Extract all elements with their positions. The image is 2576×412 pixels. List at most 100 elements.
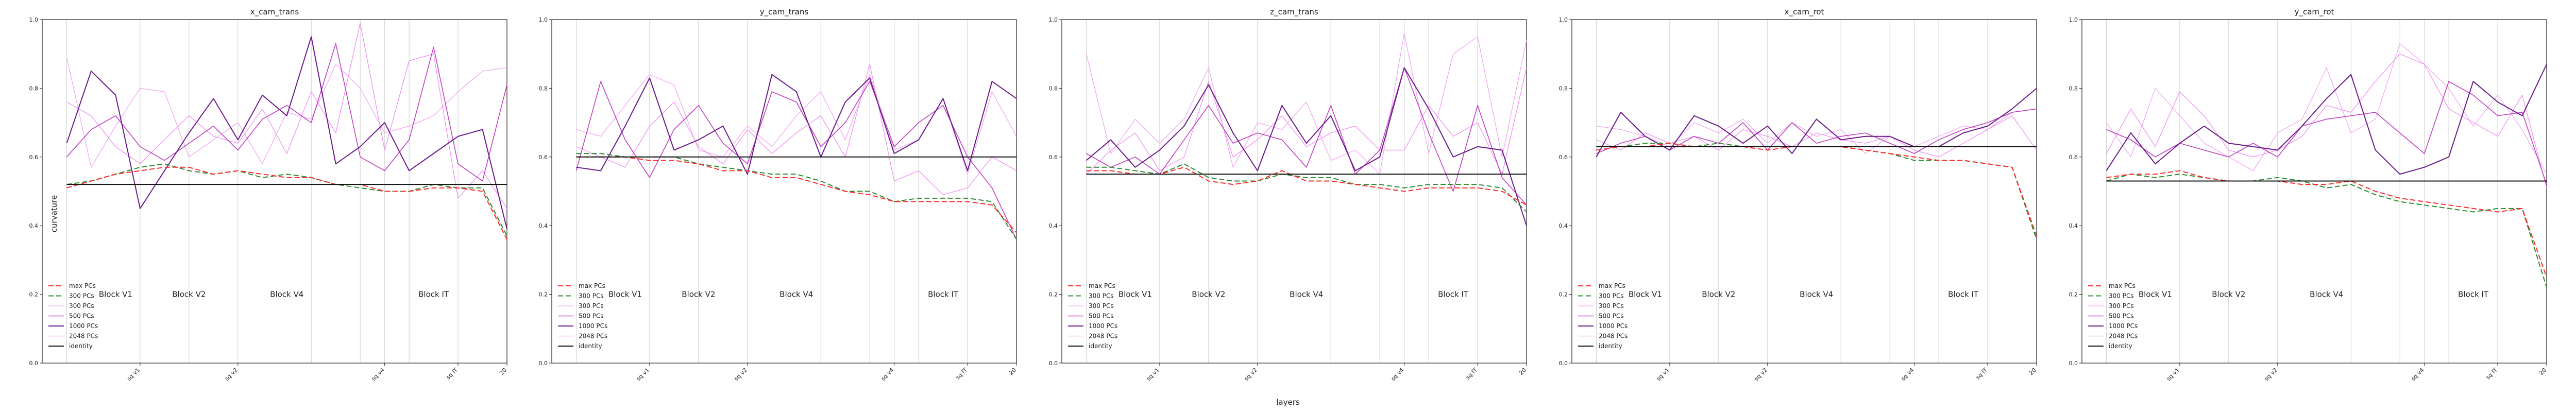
x-tick-label: 20 <box>2028 367 2038 376</box>
block-label: Block V4 <box>779 290 813 299</box>
x-tick-label: sq v4 <box>1390 367 1405 382</box>
subplot-title: y_cam_trans <box>760 7 809 17</box>
y-tick-label: 0.0 <box>1049 360 1058 367</box>
subplot-title: x_cam_rot <box>1785 7 1824 17</box>
x-tick-label: sq IT <box>954 367 969 381</box>
block-label: Block V4 <box>2310 290 2343 299</box>
x-tick-label: sq v1 <box>1655 367 1671 382</box>
legend-label: 1000 PCs <box>1599 322 1628 330</box>
x-tick-label: sq IT <box>1464 367 1479 381</box>
subplot-title: y_cam_rot <box>2295 7 2334 17</box>
y-tick-label: 0.4 <box>1559 222 1568 229</box>
legend: max PCs 300 PCs 300 PCs 500 PCs 1000 PCs 2048… <box>48 282 98 350</box>
y-tick-label: 0.6 <box>2069 154 2078 161</box>
y-tick-label: 0.2 <box>29 291 39 298</box>
legend-label: 300 PCs <box>1599 302 1624 310</box>
series-line <box>1086 67 1527 175</box>
legend: max PCs 300 PCs 300 PCs 500 PCs 1000 PCs 2048… <box>1068 282 1117 350</box>
x-axis-label: layers <box>1276 398 1300 407</box>
series-line <box>66 23 507 209</box>
block-label: Block V1 <box>99 290 132 299</box>
x-tick-label: sq v2 <box>1243 367 1259 382</box>
x-tick-label: sq v1 <box>126 367 141 382</box>
legend-label: 500 PCs <box>69 313 94 320</box>
legend-label: 500 PCs <box>1089 313 1114 320</box>
legend-label: 2048 PCs <box>2109 333 2138 340</box>
x-tick-label: sq IT <box>1974 367 1989 381</box>
series-line <box>66 166 507 240</box>
x-tick-label: sq v4 <box>2410 367 2426 382</box>
legend-label: 1000 PCs <box>1089 322 1117 330</box>
y-tick-label: 0.8 <box>29 85 39 92</box>
legend-label: 300 PCs <box>69 293 94 300</box>
legend-label: 500 PCs <box>1599 313 1624 320</box>
x-tick-label: sq IT <box>2484 367 2499 381</box>
y-tick-label: 0.2 <box>1559 291 1568 298</box>
legend-label: 1000 PCs <box>579 322 607 330</box>
legend-label: 2048 PCs <box>579 333 607 340</box>
legend-label: max PCs <box>579 282 605 289</box>
y-tick-label: 0.0 <box>1559 360 1568 367</box>
block-label: Block V1 <box>2139 290 2172 299</box>
x-tick-label: sq v1 <box>635 367 651 382</box>
series-line <box>66 57 507 168</box>
x-tick-label: sq v4 <box>880 367 895 382</box>
x-tick-label: sq v4 <box>1900 367 1916 382</box>
series-line <box>2106 170 2547 278</box>
series-line <box>2106 174 2547 288</box>
legend-label: 300 PCs <box>579 302 604 310</box>
legend-label: identity <box>1089 342 1112 350</box>
legend-label: 300 PCs <box>69 302 94 310</box>
block-label: Block V1 <box>1118 290 1152 299</box>
block-label: Block V2 <box>1192 290 1225 299</box>
legend-label: 300 PCs <box>1089 302 1114 310</box>
legend-label: 2048 PCs <box>69 333 98 340</box>
legend-label: max PCs <box>1089 282 1115 289</box>
subplot-x-cam-rot: x_cam_rot 0.0 0.2 0.4 0.6 0.8 1.0 sq v1 sq v2 sq … <box>1559 7 2038 382</box>
legend-label: 2048 PCs <box>1599 333 1628 340</box>
legend-label: 500 PCs <box>579 313 604 320</box>
block-label: Block IT <box>1438 290 1469 299</box>
y-tick-label: 0.2 <box>539 291 548 298</box>
x-tick-label: 20 <box>1518 367 1528 376</box>
legend: max PCs 300 PCs 300 PCs 500 PCs 1000 PCs 2048… <box>1578 282 1628 350</box>
legend-label: identity <box>579 342 602 350</box>
series-line <box>66 43 507 182</box>
x-tick-label: sq v4 <box>370 367 386 382</box>
legend-label: identity <box>1599 342 1622 350</box>
block-label: Block V1 <box>608 290 642 299</box>
y-tick-label: 0.8 <box>1049 85 1058 92</box>
y-tick-label: 0.6 <box>1049 154 1058 161</box>
block-label: Block V4 <box>1290 290 1323 299</box>
block-label: Block IT <box>2458 290 2489 299</box>
y-tick-label: 0.2 <box>1049 291 1058 298</box>
legend-label: max PCs <box>2109 282 2136 289</box>
y-tick-label: 0.6 <box>29 154 39 161</box>
legend-label: 1000 PCs <box>2109 322 2138 330</box>
x-tick-label: sq v1 <box>1145 367 1161 382</box>
legend-label: 300 PCs <box>2109 293 2134 300</box>
series-line <box>2106 64 2547 175</box>
subplot-y-cam-rot: y_cam_rot 0.0 0.2 0.4 0.6 0.8 1.0 sq v1 sq v2 sq … <box>2069 7 2548 382</box>
series-line <box>1086 67 1527 226</box>
y-tick-label: 0.8 <box>539 85 548 92</box>
y-tick-label: 1.0 <box>1559 16 1568 23</box>
legend-label: 1000 PCs <box>69 322 98 330</box>
y-tick-label: 1.0 <box>1049 16 1058 23</box>
legend-label: 300 PCs <box>1089 293 1114 300</box>
legend-label: identity <box>69 342 93 350</box>
legend-label: 300 PCs <box>579 293 604 300</box>
legend-label: max PCs <box>1599 282 1625 289</box>
legend-label: 2048 PCs <box>1089 333 1117 340</box>
series-line <box>1596 143 2037 240</box>
series-line <box>576 64 1017 195</box>
block-label: Block IT <box>1948 290 1979 299</box>
y-tick-label: 0.0 <box>2069 360 2078 367</box>
subplot-title: x_cam_trans <box>250 7 299 17</box>
x-tick-label: sq v2 <box>1753 367 1769 382</box>
y-tick-label: 0.8 <box>2069 85 2078 92</box>
legend-label: 500 PCs <box>2109 313 2134 320</box>
y-tick-label: 0.4 <box>29 222 39 229</box>
x-tick-label: 20 <box>498 367 508 376</box>
